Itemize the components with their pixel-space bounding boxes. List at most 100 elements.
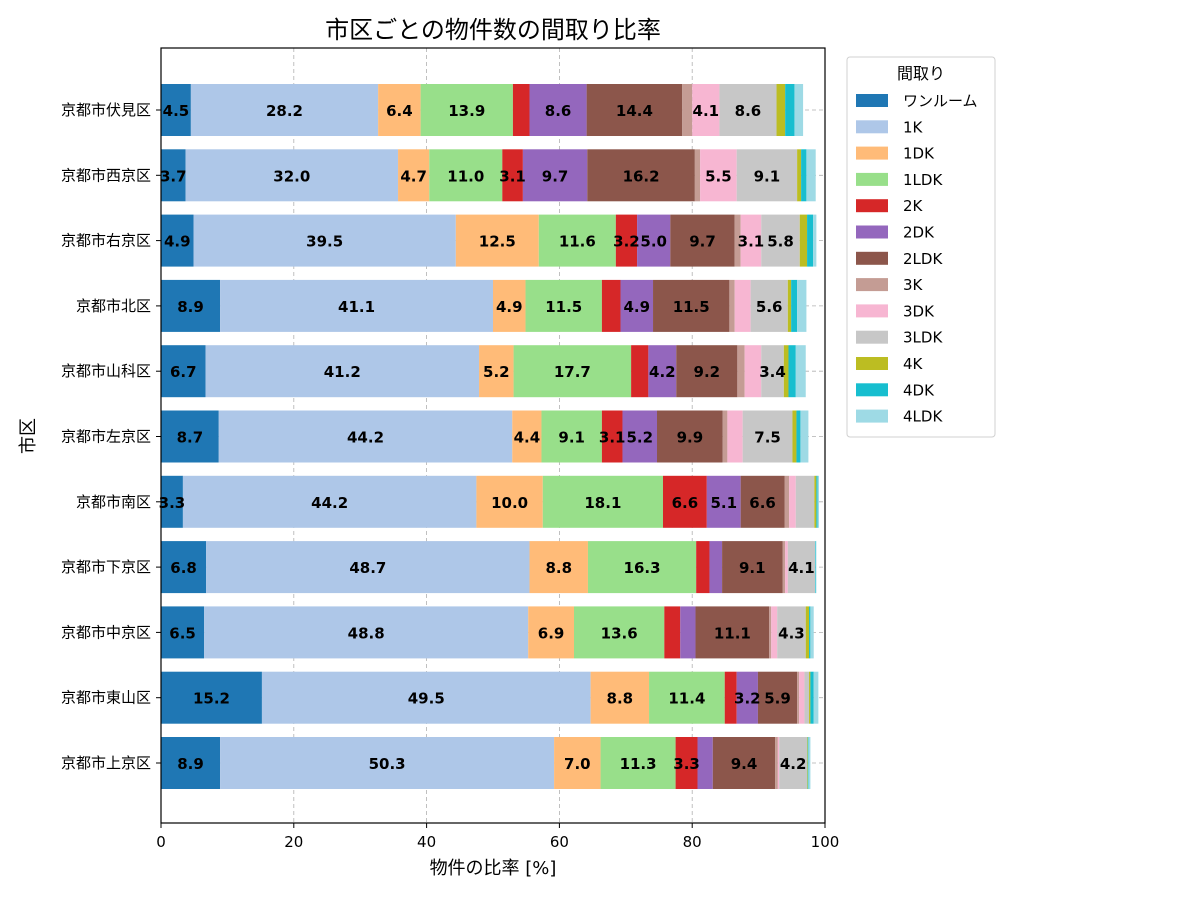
bar-segment — [795, 475, 815, 528]
data-label: 4.9 — [623, 298, 650, 316]
legend-swatch — [856, 409, 888, 423]
bar-segment — [808, 737, 811, 789]
data-label: 4.1 — [788, 559, 815, 577]
data-label: 16.3 — [624, 559, 661, 577]
bar-segment — [542, 475, 663, 528]
legend-label: 3K — [903, 276, 924, 294]
legend-swatch — [856, 357, 888, 370]
data-label: 8.6 — [735, 102, 762, 120]
bar-segment — [795, 345, 806, 398]
bar-segment — [787, 541, 816, 594]
bar-segment — [757, 671, 798, 724]
bar-segment — [807, 737, 808, 789]
bar-segment — [161, 737, 221, 789]
bar-segment — [476, 475, 543, 528]
legend: 間取り ワンルーム 1K 1DK 1LDK 2K 2DK 2LDK 3K 3DK 3LDK 4K 4D… — [846, 56, 996, 438]
bar-segment — [587, 149, 695, 202]
bar-segment — [662, 475, 707, 528]
data-label: 9.4 — [731, 755, 758, 773]
bar-segment — [789, 475, 796, 528]
legend-label: 4K — [903, 355, 924, 373]
data-label: 11.0 — [447, 167, 484, 185]
bar-segment — [502, 149, 523, 202]
data-label: 4.9 — [164, 233, 191, 251]
legend-label: 1DK — [903, 145, 935, 163]
bar-segment — [784, 475, 790, 528]
bar-segment — [554, 737, 601, 789]
bar-segment — [205, 345, 480, 398]
bar-segment — [161, 606, 205, 659]
bar-segment — [615, 214, 638, 267]
data-label: 3.1 — [499, 167, 526, 185]
bar-segment — [815, 541, 817, 594]
legend-title: 間取り — [897, 64, 945, 83]
bar-segment — [815, 541, 816, 594]
bar-segment — [185, 149, 399, 202]
y-tick-label: 京都市右京区 — [61, 232, 151, 250]
bar-segment — [777, 737, 780, 789]
data-label: 9.1 — [558, 429, 585, 447]
data-label: 3.1 — [599, 429, 626, 447]
data-label: 3.4 — [759, 363, 786, 381]
data-label: 8.8 — [607, 690, 634, 708]
bar-segment — [649, 671, 725, 724]
bar-segment — [800, 410, 809, 463]
bar-segment — [807, 214, 814, 267]
bar-segment — [541, 410, 602, 463]
bar-segment — [734, 279, 751, 332]
data-label: 17.7 — [554, 363, 591, 381]
bar-segment — [809, 671, 811, 724]
bar-segment — [161, 475, 183, 528]
bar-segment — [675, 737, 698, 789]
bar-segment — [727, 410, 743, 463]
bar-segment — [775, 737, 778, 789]
bar-segment — [742, 410, 793, 463]
bar-segment — [788, 345, 796, 398]
y-tick-label: 京都市中京区 — [61, 623, 151, 641]
bar-segment — [161, 541, 207, 594]
legend-swatch — [856, 278, 888, 292]
data-label: 9.7 — [542, 167, 569, 185]
bar-segment — [806, 149, 816, 202]
bar-segment — [161, 149, 186, 202]
bar-segment — [771, 606, 778, 659]
bar-segment — [161, 279, 221, 332]
bar-segment — [512, 84, 530, 136]
bar-segment — [493, 279, 526, 332]
bar-segment — [601, 279, 621, 332]
bar-segment — [631, 345, 649, 398]
bar-segment — [420, 84, 513, 136]
bar-segment — [218, 410, 513, 463]
legend-swatch — [856, 199, 888, 213]
bar-segment — [813, 214, 817, 267]
data-label: 48.7 — [349, 559, 386, 577]
bar-segment — [378, 84, 421, 136]
bar-segment — [455, 214, 539, 267]
bar-segment — [529, 84, 587, 136]
bar-segment — [161, 671, 262, 724]
bar-segment — [761, 214, 800, 267]
bar-segment — [586, 84, 683, 136]
bar-segment — [161, 214, 194, 267]
bar-segment — [161, 84, 191, 136]
bar-segment — [525, 279, 602, 332]
bar-segment — [670, 214, 735, 267]
bar-segment — [791, 279, 798, 332]
data-label: 44.2 — [311, 494, 348, 512]
bar-segment — [740, 214, 762, 267]
bar-segment — [694, 149, 701, 202]
data-label: 4.2 — [649, 363, 676, 381]
bar-segment — [729, 279, 735, 332]
data-label: 5.6 — [756, 298, 783, 316]
data-label: 5.5 — [705, 167, 732, 185]
bar-segment — [161, 345, 206, 398]
data-label: 3.3 — [159, 494, 186, 512]
bar-segment — [529, 541, 588, 594]
bar-segment — [206, 541, 530, 594]
data-label: 5.9 — [764, 690, 791, 708]
data-label: 6.8 — [170, 559, 197, 577]
bar-segment — [590, 671, 650, 724]
bar-segment — [512, 410, 542, 463]
data-label: 9.2 — [694, 363, 721, 381]
bar-segment — [799, 671, 805, 724]
